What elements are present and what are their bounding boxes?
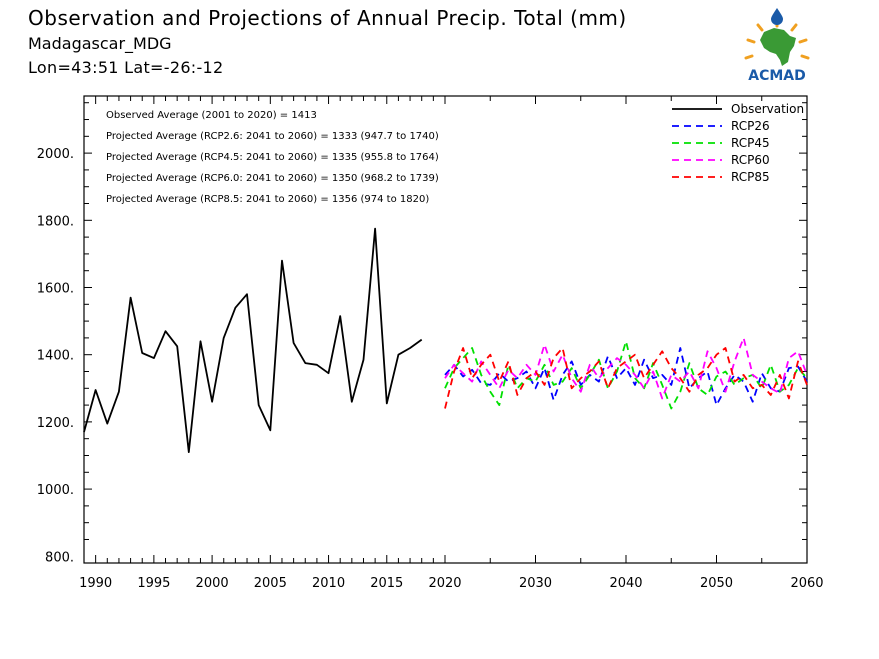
sun-rays-icon [744, 18, 810, 60]
legend-label: RCP45 [731, 136, 770, 150]
x-tick-label: 2015 [370, 576, 403, 591]
series-line-observation [83, 227, 423, 453]
y-tick-label: 1200. [37, 416, 74, 431]
y-tick-label: 2000. [37, 147, 74, 162]
legend-label: RCP26 [731, 119, 770, 133]
legend-label: RCP60 [731, 153, 770, 167]
series-line-rcp26 [444, 347, 808, 406]
coords-label: Lon=43:51 Lat=-26:-12 [28, 58, 224, 77]
y-tick-label: 1600. [37, 282, 74, 297]
acmad-logo: ACMAD [744, 8, 810, 84]
y-tick-label: 1000. [37, 483, 74, 498]
y-tick-label: 1800. [37, 214, 74, 229]
y-tick-label: 800. [45, 550, 74, 565]
stats-panel: Observed Average (2001 to 2020) = 1413 P… [106, 110, 439, 205]
x-tick-label: 2050 [700, 576, 733, 591]
axes-group: 800. 1000. 1200. 1400. 1600. 1800. 2000. 1990 19… [37, 95, 824, 591]
x-tick-label: 2040 [609, 576, 642, 591]
stat-rcp85: Projected Average (RCP8.5: 2041 to 2060)… [106, 194, 429, 205]
x-tick-label: 1995 [137, 576, 170, 591]
stat-rcp60: Projected Average (RCP6.0: 2041 to 2060)… [106, 173, 439, 184]
plot-frame [83, 95, 808, 564]
x-tick-label: 2000 [196, 576, 229, 591]
x-tick-label: 2005 [254, 576, 287, 591]
x-tick-label: 2020 [428, 576, 461, 591]
legend-label: Observation [731, 102, 804, 116]
series-line-rcp60 [444, 337, 808, 400]
logo-text: ACMAD [748, 68, 806, 84]
chart-title: Observation and Projections of Annual Pr… [28, 6, 627, 30]
water-drop-icon [771, 8, 783, 25]
legend: Observation RCP26 RCP45 RCP60 RCP85 [672, 102, 804, 184]
x-tick-label: 2010 [312, 576, 345, 591]
x-tick-label: 2060 [790, 576, 823, 591]
africa-icon [760, 28, 796, 66]
x-tick-label: 2030 [519, 576, 552, 591]
x-tick-label: 1990 [79, 576, 112, 591]
stat-observed: Observed Average (2001 to 2020) = 1413 [106, 110, 317, 121]
legend-label: RCP85 [731, 170, 770, 184]
series-line-rcp85 [444, 347, 808, 409]
stat-rcp26: Projected Average (RCP2.6: 2041 to 2060)… [106, 131, 439, 142]
stat-rcp45: Projected Average (RCP4.5: 2041 to 2060)… [106, 152, 439, 163]
series-group [83, 227, 808, 453]
y-tick-label: 1400. [37, 349, 74, 364]
region-label: Madagascar_MDG [28, 34, 172, 53]
